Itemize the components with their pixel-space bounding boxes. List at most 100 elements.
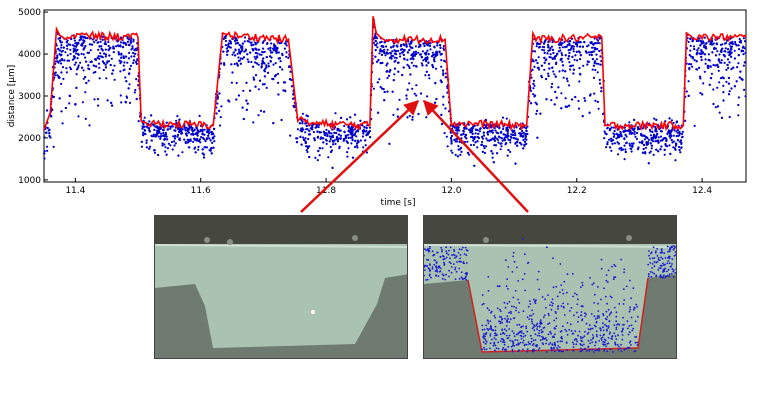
micrograph-surface-line [155, 244, 407, 248]
scatter-point [393, 49, 396, 52]
scatter-point [60, 44, 63, 47]
scatter-point [328, 140, 331, 143]
scatter-point [742, 45, 745, 48]
scatter-point [542, 42, 546, 45]
scatter-point [325, 142, 328, 145]
scatter-point [663, 153, 666, 156]
scatter-point [594, 47, 597, 50]
scatter-point [699, 44, 702, 47]
overlay-point [532, 339, 535, 342]
scatter-point [482, 131, 485, 134]
scatter-point [605, 133, 608, 136]
overlay-point [484, 339, 487, 342]
scatter-point [550, 99, 553, 102]
overlay-point [502, 341, 504, 344]
overlay-point [608, 320, 611, 322]
overlay-point [495, 347, 498, 350]
scatter-point [68, 94, 72, 98]
scatter-point [584, 99, 587, 102]
overlay-point [515, 333, 518, 336]
scatter-point [353, 113, 357, 116]
overlay-point [445, 246, 448, 249]
overlay-point [489, 335, 492, 337]
micrograph-right [423, 215, 677, 359]
scatter-point [566, 44, 569, 47]
overlay-point [483, 328, 486, 331]
scatter-point [505, 117, 508, 120]
scatter-point [187, 131, 190, 134]
scatter-point [234, 42, 237, 45]
scatter-point [237, 56, 240, 59]
scatter-point [426, 43, 429, 47]
scatter-point [653, 117, 656, 120]
scatter-point [427, 53, 430, 56]
scatter-point [696, 49, 699, 52]
scatter-point [722, 84, 725, 87]
overlay-point [672, 248, 675, 251]
scatter-point [239, 50, 242, 54]
scatter-point [674, 142, 678, 145]
overlay-point [675, 268, 676, 271]
scatter-point [634, 135, 637, 138]
scatter-point [208, 137, 211, 140]
overlay-point [518, 331, 521, 334]
scatter-point [77, 53, 80, 56]
overlay-point [458, 267, 461, 270]
scatter-point [368, 129, 372, 133]
overlay-point [520, 330, 523, 332]
scatter-point [701, 93, 704, 96]
scatter-point [442, 45, 445, 48]
scatter-point [472, 143, 475, 147]
scatter-point [568, 104, 571, 107]
scatter-point [247, 60, 250, 64]
overlay-point [500, 337, 503, 340]
scatter-point [625, 141, 628, 144]
scatter-point [184, 141, 187, 144]
scatter-point [285, 51, 288, 54]
scatter-point [731, 42, 734, 45]
scatter-point [201, 148, 204, 151]
scatter-point [54, 71, 57, 74]
scatter-point [579, 45, 582, 48]
overlay-point [450, 271, 453, 274]
scatter-point [61, 122, 64, 125]
scatter-point [131, 47, 134, 50]
scatter-point [150, 114, 153, 117]
scatter-point [343, 124, 346, 128]
overlay-point [648, 254, 650, 257]
scatter-point [559, 49, 562, 52]
overlay-point [613, 276, 615, 279]
scatter-point [121, 46, 125, 49]
scatter-point [378, 41, 382, 44]
overlay-point [659, 264, 662, 267]
scatter-point [702, 41, 705, 44]
overlay-point [629, 306, 631, 309]
overlay-point [508, 311, 510, 314]
scatter-point [213, 135, 216, 138]
scatter-point [411, 87, 414, 90]
scatter-point [364, 144, 367, 147]
scatter-point [277, 93, 280, 96]
scatter-point [52, 145, 55, 148]
overlay-point [446, 252, 448, 255]
scatter-point [101, 60, 105, 63]
scatter-point [455, 140, 459, 143]
scatter-point [88, 43, 91, 46]
scatter-point [80, 52, 83, 56]
micrograph-substrate [155, 274, 407, 358]
scatter-point [252, 49, 255, 52]
overlay-point [572, 349, 575, 352]
overlay-point [428, 250, 431, 252]
overlay-point [453, 257, 456, 259]
scatter-point [691, 57, 694, 60]
overlay-point [522, 325, 524, 328]
overlay-point [672, 269, 675, 271]
overlay-point [556, 340, 559, 343]
overlay-point [487, 322, 490, 324]
scatter-point [417, 112, 420, 116]
scatter-point [74, 52, 78, 55]
scatter-point [514, 132, 517, 135]
scatter-point [456, 132, 459, 135]
overlay-point [606, 302, 608, 305]
scatter-point [641, 127, 644, 130]
